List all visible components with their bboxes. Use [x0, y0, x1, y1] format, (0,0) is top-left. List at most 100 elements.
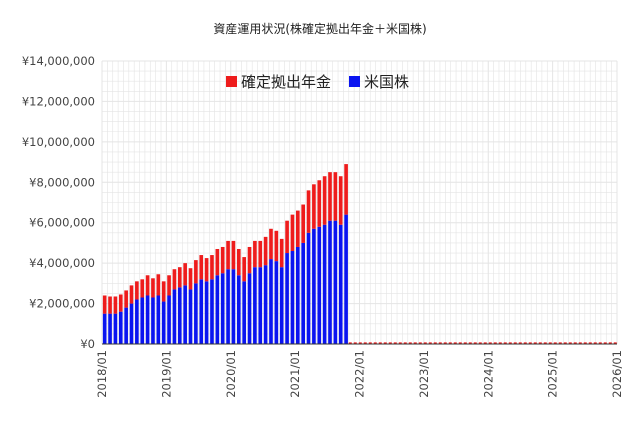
- y-tick-label: ¥8,000,000: [29, 175, 95, 189]
- bar-dc-pension-2019/03: [177, 267, 182, 288]
- bar-us-stocks-2019/10: [215, 275, 220, 344]
- x-tick-label: 2025/01: [546, 350, 560, 398]
- bar-dc-pension-2021/10: [344, 164, 348, 215]
- bar-us-stocks-2019/03: [177, 287, 182, 344]
- bar-us-stocks-2020/10: [279, 267, 284, 344]
- y-tick-label: ¥10,000,000: [22, 135, 95, 149]
- bar-us-stocks-2019/08: [204, 281, 209, 344]
- bar-us-stocks-2018/06: [129, 303, 134, 344]
- bar-us-stocks-2021/03: [306, 232, 311, 344]
- bar-dc-pension-2021/01: [295, 210, 300, 247]
- bar-us-stocks-2019/11: [220, 273, 225, 344]
- bar-dc-pension-2020/01: [231, 240, 236, 270]
- bar-dc-pension-2019/08: [204, 258, 209, 282]
- legend: 確定拠出年金 米国株: [226, 73, 409, 91]
- bar-dc-pension-2020/10: [279, 238, 284, 268]
- x-tick-label: 2020/01: [224, 350, 238, 398]
- x-tick-label: 2021/01: [288, 350, 302, 398]
- bar-dc-pension-2021/06: [322, 176, 327, 225]
- bar-dc-pension-2021/09: [338, 176, 343, 225]
- bar-us-stocks-2020/02: [236, 275, 241, 344]
- legend-label-dc-pension: 確定拠出年金: [241, 73, 331, 91]
- bar-dc-pension-2019/04: [183, 263, 187, 286]
- legend-swatch-us-stocks: [349, 76, 360, 87]
- bar-us-stocks-2020/11: [285, 253, 289, 344]
- grid-lines: [101, 60, 618, 345]
- bar-dc-pension-2020/07: [263, 236, 268, 266]
- bar-us-stocks-2019/09: [210, 279, 214, 344]
- bar-us-stocks-2021/07: [328, 220, 332, 344]
- bar-dc-pension-2021/02: [301, 204, 305, 243]
- bar-us-stocks-2021/08: [333, 220, 338, 344]
- y-tick-label: ¥0: [80, 337, 95, 351]
- bar-us-stocks-2019/01: [167, 295, 171, 344]
- y-tick-label: ¥14,000,000: [22, 54, 95, 68]
- x-tick-label: 2026/01: [610, 350, 624, 398]
- bar-us-stocks-2018/02: [108, 313, 112, 344]
- bar-us-stocks-2019/07: [199, 279, 204, 344]
- x-tick-label: 2022/01: [353, 350, 367, 398]
- bar-us-stocks-2018/11: [156, 295, 161, 344]
- bar-us-stocks-2021/02: [301, 242, 305, 344]
- bar-dc-pension-2019/09: [210, 255, 214, 280]
- bar-dc-pension-2018/03: [113, 296, 118, 314]
- bar-dc-pension-2019/11: [220, 246, 225, 274]
- bar-dc-pension-2019/07: [199, 255, 204, 280]
- bar-dc-pension-2018/12: [161, 281, 166, 302]
- bar-us-stocks-2018/12: [161, 301, 166, 344]
- bar-dc-pension-2021/05: [317, 180, 322, 227]
- bar-dc-pension-2019/01: [167, 275, 171, 296]
- bar-dc-pension-2018/09: [145, 275, 150, 296]
- legend-swatch-dc-pension: [226, 76, 237, 87]
- y-tick-label: ¥12,000,000: [22, 94, 95, 108]
- bar-us-stocks-2021/09: [338, 224, 343, 344]
- x-tick-label: 2018/01: [95, 350, 109, 398]
- x-tick-label: 2023/01: [417, 350, 431, 398]
- bar-us-stocks-2018/09: [145, 295, 150, 344]
- bar-dc-pension-2018/02: [108, 296, 112, 314]
- x-tick-label: 2024/01: [481, 350, 495, 398]
- bar-us-stocks-2021/01: [295, 246, 300, 344]
- bar-dc-pension-2020/09: [274, 230, 279, 262]
- bar-dc-pension-2018/05: [124, 290, 128, 308]
- legend-label-us-stocks: 米国株: [364, 73, 409, 91]
- bar-dc-pension-2018/08: [140, 279, 145, 298]
- bar-dc-pension-2021/07: [328, 172, 332, 221]
- bar-dc-pension-2019/06: [194, 260, 198, 284]
- y-tick-label: ¥2,000,000: [29, 297, 95, 311]
- bar-us-stocks-2019/12: [226, 269, 230, 344]
- bar-dc-pension-2020/03: [242, 257, 246, 282]
- bar-dc-pension-2018/10: [151, 278, 155, 298]
- bar-dc-pension-2021/08: [333, 172, 338, 221]
- bar-dc-pension-2018/11: [156, 274, 161, 296]
- bar-us-stocks-2020/08: [269, 259, 273, 344]
- y-tick-label: ¥6,000,000: [29, 216, 95, 230]
- bar-us-stocks-2021/06: [322, 224, 327, 344]
- axes: ¥0 ¥2,000,000 ¥4,000,000 ¥6,000,000 ¥8,000,0…: [22, 54, 624, 398]
- bar-us-stocks-2021/04: [312, 228, 316, 344]
- bar-dc-pension-2020/06: [258, 240, 263, 268]
- bar-us-stocks-2019/05: [188, 289, 193, 344]
- bar-dc-pension-2020/11: [285, 220, 289, 254]
- bar-us-stocks-2018/08: [140, 297, 145, 344]
- bar-us-stocks-2018/07: [135, 299, 139, 344]
- bar-us-stocks-2020/05: [253, 267, 257, 344]
- bar-us-stocks-2018/10: [151, 297, 155, 344]
- bar-us-stocks-2020/12: [290, 251, 295, 344]
- bar-dc-pension-2021/04: [312, 184, 316, 229]
- bar-us-stocks-2020/01: [231, 269, 236, 344]
- bar-dc-pension-2019/02: [172, 269, 177, 290]
- bar-us-stocks-2019/04: [183, 285, 187, 344]
- bar-us-stocks-2020/06: [258, 267, 263, 344]
- y-tick-label: ¥4,000,000: [29, 256, 95, 270]
- bar-dc-pension-2020/08: [269, 228, 273, 260]
- bars: [102, 164, 348, 344]
- bar-us-stocks-2018/05: [124, 307, 128, 344]
- bar-us-stocks-2021/10: [344, 214, 348, 344]
- bar-us-stocks-2018/03: [113, 313, 118, 344]
- bar-us-stocks-2020/07: [263, 265, 268, 344]
- bar-dc-pension-2019/10: [215, 248, 220, 276]
- bar-us-stocks-2020/03: [242, 281, 246, 344]
- bar-dc-pension-2018/01: [102, 295, 107, 314]
